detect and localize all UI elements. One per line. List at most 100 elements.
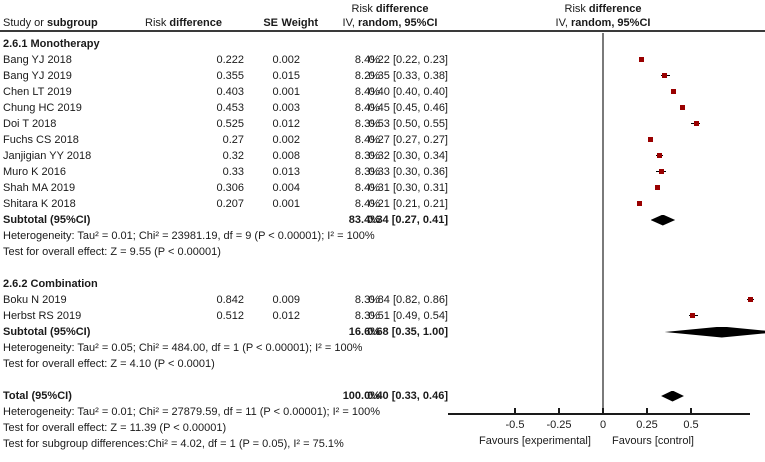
axis-tick <box>514 408 516 414</box>
study-marker <box>658 169 664 174</box>
summary-diamond <box>650 214 676 226</box>
subgroup-differences-line: Test for subgroup differences:Chi² = 4.0… <box>3 438 344 450</box>
study-row: Shitara K 2018 0.207 0.001 8.4% 0.21 [0.21, … <box>0 196 460 212</box>
zero-effect-line <box>602 33 604 414</box>
heterogeneity-line: Heterogeneity: Tau² = 0.01; Chi² = 23981… <box>3 230 375 242</box>
ci-cell: 0.22 [0.22, 0.23] <box>368 54 448 66</box>
study-marker <box>670 89 676 94</box>
se-cell: 0.009 <box>272 294 300 306</box>
rd-cell: 0.453 <box>216 102 244 114</box>
total-row: Total (95%CI) 100.0% 0.40 [0.33, 0.46] <box>3 390 448 402</box>
heterogeneity-line: Heterogeneity: Tau² = 0.05; Chi² = 484.0… <box>3 342 363 354</box>
ci-cell: 0.27 [0.27, 0.27] <box>368 134 448 146</box>
ci-cell: 0.33 [0.30, 0.36] <box>368 166 448 178</box>
rd-cell: 0.207 <box>216 198 244 210</box>
study-name-cell: Doi T 2018 <box>3 118 57 130</box>
study-marker <box>656 153 662 158</box>
se-cell: 0.012 <box>272 118 300 130</box>
axis-tick <box>558 408 560 414</box>
study-marker <box>693 121 699 126</box>
study-marker <box>655 185 661 190</box>
study-marker <box>648 137 654 142</box>
effect-column-header-line2: IV, random, 95%CI <box>342 17 438 29</box>
rd-cell: 0.306 <box>216 182 244 194</box>
overall-effect-line: Test for overall effect: Z = 9.55 (P < 0… <box>3 246 221 258</box>
summary-diamond <box>664 326 765 338</box>
study-name-cell: Herbst RS 2019 <box>3 310 82 322</box>
study-row: Shah MA 2019 0.306 0.004 8.4% 0.31 [0.30, 0.… <box>0 180 460 196</box>
overall-effect-line: Test for overall effect: Z = 11.39 (P < … <box>3 422 227 434</box>
ci-cell: 0.53 [0.50, 0.55] <box>368 118 448 130</box>
study-row: Doi T 2018 0.525 0.012 8.3% 0.53 [0.50, 0.55… <box>0 116 460 132</box>
se-cell: 0.002 <box>272 54 300 66</box>
subgroup-label: 2.6.1 Monotherapy <box>3 38 100 50</box>
study-marker <box>748 297 754 302</box>
ci-cell: 0.32 [0.30, 0.34] <box>368 150 448 162</box>
study-name-cell: Fuchs CS 2018 <box>3 134 79 146</box>
study-row: Boku N 2019 0.842 0.009 8.3% 0.84 [0.82, 0.8… <box>0 292 460 308</box>
axis-tick-label: 0 <box>599 419 607 431</box>
study-row: Chung HC 2019 0.453 0.003 8.4% 0.45 [0.45, 0… <box>0 100 460 116</box>
axis-tick-label: -0.25 <box>546 419 572 431</box>
effect-column-title-line1: Risk difference <box>351 3 429 15</box>
rd-cell: 0.222 <box>216 54 244 66</box>
study-name-cell: Shah MA 2019 <box>3 182 76 194</box>
study-row: Bang YJ 2019 0.355 0.015 8.2% 0.35 [0.33, 0.… <box>0 68 460 84</box>
se-cell: 0.004 <box>272 182 300 194</box>
study-marker <box>662 73 668 78</box>
weight-cell: 8.3% <box>354 310 380 322</box>
axis-tick-label: 0.25 <box>636 419 658 431</box>
study-marker <box>637 201 643 206</box>
weight-cell: 8.4% <box>354 54 380 66</box>
risk-difference-column-header: Risk difference <box>145 17 222 29</box>
x-axis-line <box>448 413 750 415</box>
study-name-cell: Bang YJ 2019 <box>3 70 72 82</box>
se-cell: 0.008 <box>272 150 300 162</box>
study-marker <box>639 57 645 62</box>
rd-cell: 0.403 <box>216 86 244 98</box>
axis-tick-label: -0.5 <box>505 419 525 431</box>
subgroup-label: 2.6.2 Combination <box>3 278 98 290</box>
weight-cell: 8.3% <box>354 294 380 306</box>
subtotal-row: Subtotal (95%CI) 16.6% 0.68 [0.35, 1.00] <box>3 326 448 338</box>
favours-control-label: Favours [control] <box>612 435 694 447</box>
ci-cell: 0.21 [0.21, 0.21] <box>368 198 448 210</box>
study-name-cell: Chen LT 2019 <box>3 86 72 98</box>
study-row: Chen LT 2019 0.403 0.001 8.4% 0.40 [0.40, 0.… <box>0 84 460 100</box>
weight-cell: 8.4% <box>354 134 380 146</box>
study-name-cell: Boku N 2019 <box>3 294 67 306</box>
weight-cell: 8.3% <box>354 118 380 130</box>
axis-tick <box>602 408 604 414</box>
se-cell: 0.003 <box>272 102 300 114</box>
weight-cell: 8.2% <box>354 70 380 82</box>
study-name-cell: Muro K 2016 <box>3 166 66 178</box>
study-name-cell: Janjigian YY 2018 <box>3 150 92 162</box>
study-column-header: Study or subgroup <box>3 17 98 29</box>
se-cell: 0.015 <box>272 70 300 82</box>
ci-cell: 0.31 [0.30, 0.31] <box>368 182 448 194</box>
study-marker <box>690 313 696 318</box>
favours-experimental-label: Favours [experimental] <box>479 435 591 447</box>
rd-cell: 0.355 <box>216 70 244 82</box>
study-row: Bang YJ 2018 0.222 0.002 8.4% 0.22 [0.22, 0.… <box>0 52 460 68</box>
rd-cell: 0.525 <box>216 118 244 130</box>
weight-cell: 8.4% <box>354 86 380 98</box>
study-name-cell: Bang YJ 2018 <box>3 54 72 66</box>
header-rule <box>0 30 765 32</box>
se-cell: 0.001 <box>272 86 300 98</box>
subtotal-row: Subtotal (95%CI) 83.4% 0.34 [0.27, 0.41] <box>3 214 448 226</box>
se-cell: 0.013 <box>272 166 300 178</box>
rd-cell: 0.842 <box>216 294 244 306</box>
study-row: Herbst RS 2019 0.512 0.012 8.3% 0.51 [0.49, … <box>0 308 460 324</box>
weight-cell: 8.4% <box>354 102 380 114</box>
ci-cell: 0.45 [0.45, 0.46] <box>368 102 448 114</box>
summary-diamond <box>661 390 684 402</box>
heterogeneity-line: Heterogeneity: Tau² = 0.01; Chi² = 27879… <box>3 406 381 418</box>
study-row: Muro K 2016 0.33 0.013 8.3% 0.33 [0.30, 0.36… <box>0 164 460 180</box>
weight-cell: 8.4% <box>354 182 380 194</box>
axis-tick <box>646 408 648 414</box>
rd-cell: 0.33 <box>222 166 244 178</box>
rd-cell: 0.27 <box>222 134 244 146</box>
axis-tick-label: 0.5 <box>683 419 699 431</box>
axis-tick <box>690 408 692 414</box>
